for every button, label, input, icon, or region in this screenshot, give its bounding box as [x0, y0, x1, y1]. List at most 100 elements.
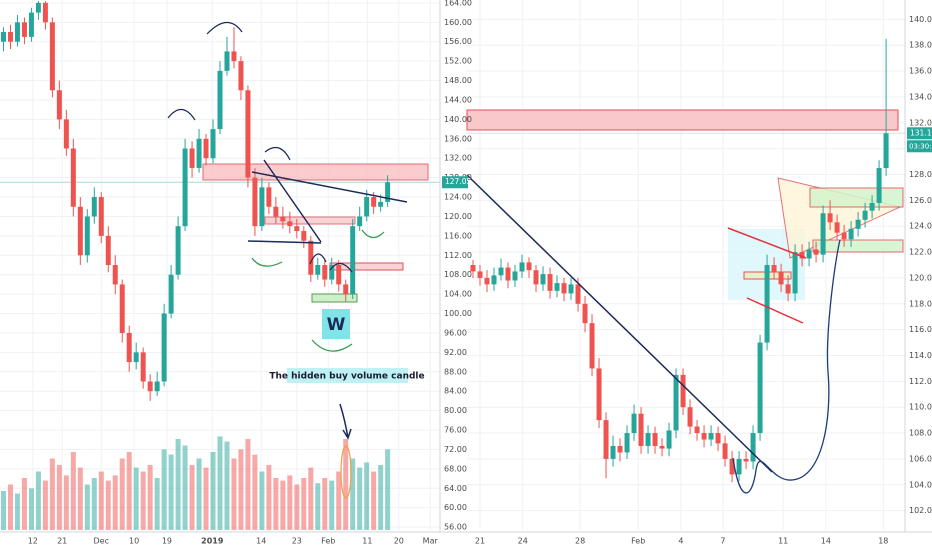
candle-body	[224, 51, 230, 71]
candle-body	[217, 70, 223, 130]
candle-body	[175, 226, 181, 275]
price-tag	[442, 176, 468, 189]
volume-bar	[378, 465, 384, 530]
candle-body	[785, 284, 791, 294]
volume-bar	[196, 458, 202, 530]
arc	[311, 339, 353, 352]
candle-body	[547, 274, 553, 291]
candle-body	[273, 206, 279, 217]
candle-body	[77, 206, 83, 256]
candle-body	[477, 271, 483, 278]
y-tick-label: 68.00	[444, 464, 467, 473]
y-tick-label: 108.00	[444, 270, 472, 279]
volume-bar	[77, 467, 83, 530]
volume-bar	[371, 471, 377, 530]
volume-bar	[364, 462, 370, 530]
volume-bar	[301, 478, 307, 530]
candle-body	[0, 32, 6, 42]
candle-body	[196, 138, 202, 168]
volume-bar	[133, 467, 139, 530]
y-tick-label: 126.00	[909, 196, 932, 205]
candle-body	[568, 284, 574, 294]
candle-body	[589, 323, 595, 369]
resistance-zone	[202, 163, 429, 181]
support-zone	[812, 239, 904, 253]
candle-body	[673, 374, 679, 431]
y-tick-label: 164.00	[444, 0, 472, 7]
candle-body	[189, 148, 195, 168]
candle-body	[757, 342, 763, 434]
candle-body	[652, 433, 658, 446]
volume-bar	[154, 478, 160, 530]
x-tick-label: 14	[821, 537, 831, 546]
candle-body	[28, 12, 34, 37]
volume-bar	[308, 467, 314, 530]
x-tick-label: 4	[678, 537, 683, 546]
candle-body	[820, 213, 826, 255]
candle-body	[308, 240, 314, 275]
candle-body	[575, 284, 581, 304]
volume-bar	[217, 436, 223, 530]
x-tick-label: 21	[57, 537, 67, 546]
x-tick-label: Feb	[631, 537, 645, 546]
candle-body	[84, 216, 90, 256]
projection-curve	[732, 239, 841, 494]
y-tick-label: 132.00	[909, 118, 932, 127]
candle-body	[147, 381, 153, 392]
candle-body	[133, 352, 139, 363]
candle-body	[855, 219, 861, 229]
price-tag-label: 127.05	[445, 177, 471, 186]
volume-bar	[7, 484, 13, 530]
zone	[264, 216, 356, 225]
volume-bar	[147, 465, 153, 530]
candle-body	[764, 265, 770, 343]
y-tick-label: 140.00	[909, 15, 932, 24]
volume-bar	[35, 471, 41, 530]
candle-body	[512, 271, 518, 281]
candle-body	[161, 313, 167, 382]
marks-layer	[0, 0, 889, 530]
candle-body	[154, 381, 160, 392]
countdown-label: 03:30:27	[909, 142, 932, 150]
candle-body	[42, 2, 48, 23]
volume-bar	[126, 452, 132, 530]
price-tag	[907, 127, 932, 140]
flag-line	[746, 297, 804, 324]
candle-body	[603, 420, 609, 459]
y-tick-label: 84.00	[444, 387, 467, 396]
volume-bar	[273, 478, 279, 530]
volume-bar	[336, 471, 342, 530]
candle-body	[526, 262, 532, 271]
y-tick-label: 124.00	[909, 222, 932, 231]
y-tick-label: 56.00	[444, 523, 467, 532]
candle-body	[750, 433, 756, 462]
x-tick-label: 23	[292, 537, 302, 546]
volume-bar	[252, 454, 258, 530]
candle-body	[371, 197, 377, 207]
volume-bar	[357, 467, 363, 530]
y-tick-label: 72.00	[444, 445, 467, 454]
volume-bar	[238, 449, 244, 530]
candle-body	[687, 407, 693, 427]
volume-bar	[182, 445, 188, 530]
support-zone	[311, 293, 358, 303]
y-tick-label: 116.00	[444, 231, 472, 240]
candle-body	[210, 129, 216, 159]
volume-bar	[189, 465, 195, 530]
y-tick-label: 144.00	[444, 95, 472, 104]
x-tick-label: 24	[518, 537, 528, 546]
candle-body	[561, 283, 567, 294]
volume-bar	[385, 449, 391, 530]
volume-bar	[259, 471, 265, 530]
candle-body	[203, 138, 209, 159]
candle-body	[49, 22, 55, 91]
volume-bar	[70, 452, 76, 530]
arc	[206, 21, 243, 35]
candle-body	[617, 445, 623, 453]
y-tick-label: 100.00	[444, 309, 472, 318]
candle-body	[554, 283, 560, 291]
candle-body	[869, 202, 875, 211]
annotation-box	[322, 309, 350, 339]
candle-body	[638, 413, 644, 446]
candle-body	[659, 445, 665, 449]
